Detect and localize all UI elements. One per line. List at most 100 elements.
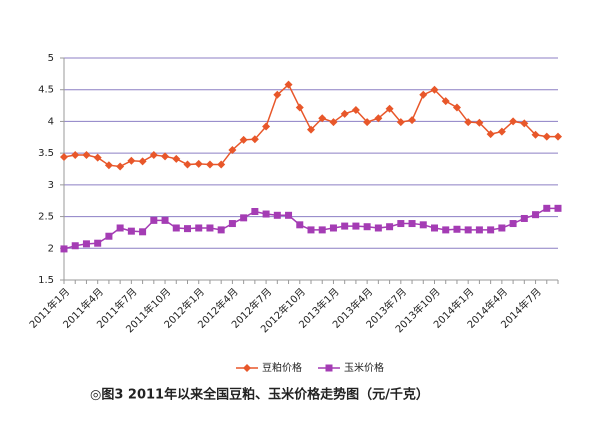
data-point <box>542 132 551 141</box>
data-point <box>554 204 562 212</box>
data-point <box>352 222 360 230</box>
data-point <box>105 232 113 240</box>
data-point <box>116 224 124 232</box>
data-point <box>497 127 506 136</box>
data-point <box>441 97 450 106</box>
data-point <box>127 156 136 165</box>
data-point <box>94 239 102 247</box>
data-point <box>318 114 327 123</box>
data-point <box>206 224 214 232</box>
data-point <box>363 223 371 231</box>
data-point <box>139 228 147 236</box>
series-line <box>63 83 558 168</box>
data-point <box>554 132 562 141</box>
legend-marker <box>243 364 251 372</box>
data-point <box>205 160 214 169</box>
data-point <box>386 223 394 231</box>
data-point <box>419 90 428 99</box>
data-point <box>475 118 484 127</box>
data-point <box>509 220 517 228</box>
data-point <box>150 216 158 224</box>
y-tick-label: 3 <box>48 180 54 191</box>
data-point <box>329 118 338 127</box>
y-tick-label: 2 <box>48 243 54 254</box>
data-point <box>138 157 147 166</box>
data-point <box>464 118 473 127</box>
data-point <box>531 130 540 139</box>
data-point <box>273 211 281 219</box>
data-point <box>532 211 540 219</box>
data-point <box>396 118 405 127</box>
data-point <box>195 224 203 232</box>
data-point <box>307 125 315 134</box>
data-point <box>71 242 79 250</box>
data-point <box>217 160 226 169</box>
data-point <box>475 226 483 234</box>
y-tick-label: 1.5 <box>38 275 54 286</box>
data-point <box>239 135 248 144</box>
data-point <box>464 226 472 234</box>
data-point <box>228 220 236 228</box>
data-point <box>520 214 528 222</box>
data-point <box>442 226 450 234</box>
data-point <box>487 226 495 234</box>
data-point <box>184 225 191 233</box>
data-point <box>104 161 113 170</box>
data-point <box>509 117 518 126</box>
data-point <box>329 224 337 232</box>
legend-label: 豆粕价格 <box>262 361 302 374</box>
data-point <box>351 106 360 115</box>
data-point <box>82 240 90 248</box>
legend-label: 玉米价格 <box>344 361 384 374</box>
data-point <box>486 130 495 139</box>
data-point <box>285 211 293 219</box>
caption: ◎图3 2011年以来全国豆粕、玉米价格走势图（元/千克） <box>90 387 429 403</box>
data-point <box>251 207 259 215</box>
data-point <box>183 160 192 169</box>
data-point <box>116 162 125 171</box>
data-point <box>296 221 304 229</box>
data-point <box>71 151 80 160</box>
data-point <box>172 224 180 232</box>
data-point <box>295 103 304 112</box>
data-point <box>419 221 427 229</box>
data-point <box>374 114 383 123</box>
data-point <box>318 226 326 234</box>
y-tick-label: 2.5 <box>38 212 54 223</box>
data-point <box>228 145 237 154</box>
data-point <box>408 116 417 125</box>
data-point <box>363 118 372 127</box>
data-point <box>543 204 551 212</box>
data-point <box>250 135 259 144</box>
data-point <box>60 152 68 161</box>
data-point <box>217 226 225 234</box>
data-point <box>307 226 315 234</box>
data-point <box>397 220 405 228</box>
data-point <box>149 151 158 160</box>
data-point <box>273 90 282 99</box>
data-point <box>172 154 181 163</box>
y-tick-label: 5 <box>48 53 54 64</box>
data-point <box>453 225 461 233</box>
data-point <box>374 224 382 232</box>
y-tick-label: 4.5 <box>38 85 54 96</box>
data-point <box>520 119 529 128</box>
data-point <box>408 220 416 228</box>
y-tick-label: 3.5 <box>38 148 54 159</box>
legend-marker <box>325 364 333 372</box>
data-point <box>341 222 349 230</box>
data-point <box>127 227 135 235</box>
data-point <box>60 245 68 253</box>
data-point <box>262 210 270 218</box>
data-point <box>284 80 293 89</box>
data-point <box>82 151 91 160</box>
data-point <box>385 104 394 113</box>
data-point <box>161 152 170 161</box>
data-point <box>194 159 203 168</box>
data-point <box>430 85 439 94</box>
data-point <box>262 122 271 131</box>
data-point <box>340 109 349 118</box>
data-point <box>161 216 169 224</box>
data-point <box>93 153 102 162</box>
